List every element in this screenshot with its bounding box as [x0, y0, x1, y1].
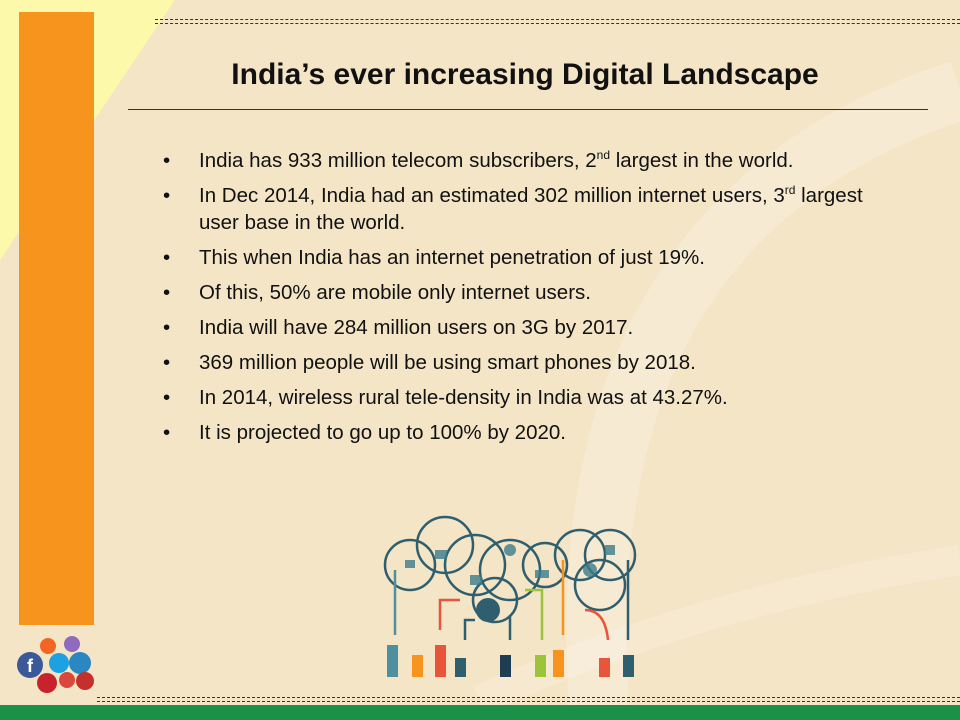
slide-title: India’s ever increasing Digital Landscap…	[231, 58, 819, 91]
bullet-marker: •	[163, 281, 171, 304]
bullet-item: • India has 933 million telecom subscribe…	[163, 147, 863, 174]
bullet-text: It is projected to go up to 100% by 2020…	[199, 421, 566, 444]
facebook-icon	[17, 652, 43, 678]
green-footer-band	[0, 705, 960, 720]
raised-hands	[387, 645, 634, 677]
bullet-item: • In Dec 2014, India had an estimated 302…	[163, 182, 863, 236]
globe-icon	[476, 598, 500, 622]
bottom-dashed-divider	[97, 697, 960, 702]
title-underline	[128, 109, 928, 110]
bullet-item: • In 2014, wireless rural tele-density in…	[163, 384, 863, 411]
superscript: rd	[784, 183, 796, 198]
bullet-item: • Of this, 50% are mobile only internet u…	[163, 279, 863, 306]
bullet-marker: •	[163, 421, 171, 444]
bullet-item: • It is projected to go up to 100% by 202…	[163, 419, 863, 446]
small-tech-icons	[405, 544, 615, 585]
bullet-marker: •	[163, 246, 171, 269]
blogger-icon	[40, 638, 56, 654]
orange-side-bar	[19, 12, 94, 625]
bullet-text: 369 million people will be using smart p…	[199, 351, 696, 374]
digital-cloud-hands-illustration	[383, 515, 637, 677]
bullet-text-cont: largest in the world.	[610, 149, 794, 172]
bullet-text: This when India has an internet penetrat…	[199, 246, 705, 269]
social-media-icons-cluster: f	[17, 636, 94, 693]
cloud-outlines	[383, 515, 637, 624]
linkedin-icon	[69, 652, 91, 674]
top-dashed-divider	[155, 19, 960, 24]
bullet-text-cont: largest user base in the world.	[199, 184, 863, 234]
bullet-text: India has 933 million telecom subscriber…	[199, 149, 597, 172]
bullet-item: • This when India has an internet penetra…	[163, 244, 863, 271]
bullet-text: Of this, 50% are mobile only internet us…	[199, 281, 591, 304]
bullet-item: • 369 million people will be using smart …	[163, 349, 863, 376]
picasa-icon	[64, 636, 80, 652]
youtube-icon	[76, 672, 94, 690]
bullet-text: In 2014, wireless rural tele-density in …	[199, 386, 728, 409]
bullet-marker: •	[163, 149, 171, 172]
bullet-text: India will have 284 million users on 3G …	[199, 316, 634, 339]
svg-text:f: f	[27, 656, 34, 676]
connector-lines	[393, 560, 630, 641]
twitter-icon	[49, 653, 69, 673]
bullet-item: • India will have 284 million users on 3G…	[163, 314, 863, 341]
bullet-list: • India has 933 million telecom subscribe…	[163, 147, 863, 454]
pinterest-icon	[37, 673, 57, 693]
bullet-marker: •	[163, 351, 171, 374]
superscript: nd	[596, 148, 611, 163]
bullet-text: In Dec 2014, India had an estimated 302 …	[199, 184, 785, 207]
bullet-marker: •	[163, 386, 171, 409]
google-plus-icon	[59, 672, 75, 688]
bullet-marker: •	[163, 316, 171, 339]
bullet-marker: •	[163, 184, 171, 207]
